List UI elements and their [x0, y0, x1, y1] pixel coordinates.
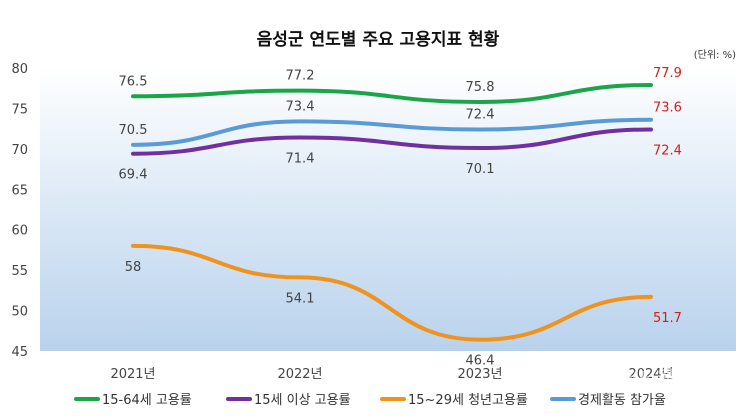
- data-label: 51.7: [653, 311, 682, 326]
- y-tick-label: 65: [11, 183, 28, 198]
- data-label: 58: [125, 260, 142, 275]
- series-line: [131, 243, 653, 342]
- data-label: 73.6: [653, 101, 682, 116]
- y-tick-label: 80: [11, 62, 28, 77]
- x-tick-label: 2024년: [628, 367, 673, 382]
- y-tick-label: 70: [11, 143, 28, 158]
- legend-label: 15-64세 고용률: [102, 393, 192, 408]
- x-tick-label: 2022년: [277, 367, 322, 382]
- chart-title: 음성군 연도별 주요 고용지표 현황: [257, 30, 500, 50]
- data-label: 70.1: [466, 162, 495, 177]
- x-tick-label: 2021년: [110, 367, 155, 382]
- legend-label: 15세 이상 고용률: [254, 393, 351, 408]
- legend-label: 15~29세 청년고용률: [408, 393, 528, 408]
- legend-item: 15-64세 고용률: [74, 393, 192, 408]
- data-label: 71.4: [286, 152, 315, 167]
- data-label: 70.5: [119, 123, 148, 138]
- data-label: 69.4: [119, 168, 148, 183]
- data-label: 72.4: [466, 107, 495, 122]
- y-tick-label: 45: [11, 345, 28, 360]
- data-label: 77.9: [653, 66, 682, 81]
- data-label: 46.4: [466, 354, 495, 369]
- data-label: 75.8: [466, 80, 495, 95]
- y-tick-label: 75: [11, 102, 28, 117]
- series-line: [131, 82, 653, 104]
- unit-label: (단위: %): [694, 48, 736, 61]
- legend-item: 15~29세 청년고용률: [380, 393, 528, 408]
- legend-label: 경제활동 참가율: [578, 393, 666, 408]
- y-tick-label: 50: [11, 305, 28, 320]
- x-tick-label: 2023년: [457, 367, 502, 382]
- series-line: [131, 127, 653, 156]
- legend-item: 경제활동 참가율: [550, 393, 666, 408]
- data-label: 73.4: [286, 99, 315, 114]
- series-line: [131, 117, 653, 147]
- data-label: 77.2: [286, 69, 315, 84]
- plot-area: [40, 68, 736, 351]
- watermark: WE 웹이코노미: [619, 368, 740, 389]
- y-tick-label: 55: [11, 264, 28, 279]
- legend-item: 15세 이상 고용률: [226, 393, 351, 408]
- data-label: 54.1: [286, 291, 315, 306]
- data-label: 72.4: [653, 143, 682, 158]
- data-label: 76.5: [119, 74, 148, 89]
- y-tick-label: 60: [11, 224, 28, 239]
